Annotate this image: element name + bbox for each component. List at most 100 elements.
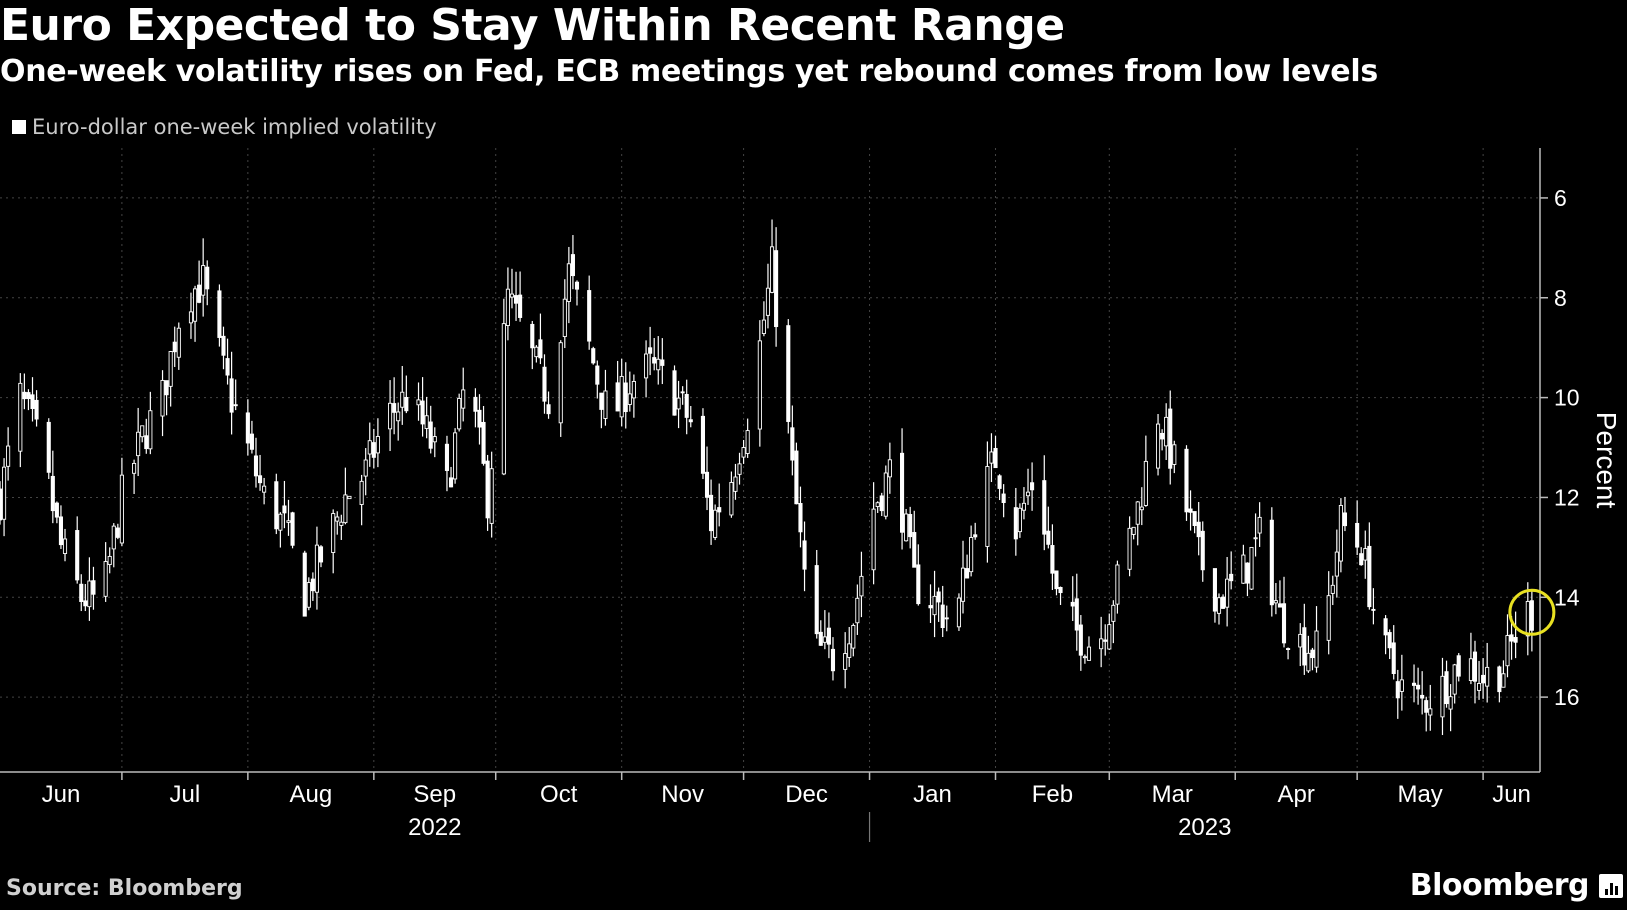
candle-body xyxy=(217,290,222,338)
candle-body xyxy=(965,568,970,579)
candle-body xyxy=(1107,624,1112,650)
candle-body xyxy=(1200,530,1205,571)
candle-body xyxy=(814,565,819,635)
candle-body xyxy=(1420,694,1425,699)
candle-body xyxy=(1277,603,1282,608)
candle-body xyxy=(1070,601,1075,607)
candle-body xyxy=(453,432,458,480)
candle-body xyxy=(444,443,450,471)
candle-body xyxy=(18,382,23,452)
candle-body xyxy=(1440,675,1445,718)
candle-body xyxy=(119,474,124,544)
candle-body xyxy=(1135,501,1140,525)
candle-body xyxy=(367,440,372,455)
candle-body xyxy=(700,415,706,474)
candle-body xyxy=(855,597,860,624)
candle-body xyxy=(1229,573,1234,582)
candle-body xyxy=(709,494,714,532)
candle-body xyxy=(371,442,376,458)
candle-body xyxy=(1058,586,1063,594)
candle-body xyxy=(448,477,454,488)
candle-body xyxy=(392,403,397,413)
candle-body xyxy=(115,527,120,538)
candle-body xyxy=(75,530,80,581)
candle-body xyxy=(741,447,746,458)
candle-body xyxy=(2,466,7,520)
candle-body xyxy=(1424,700,1429,713)
candle-body xyxy=(1253,537,1258,540)
candle-body xyxy=(192,288,198,322)
y-tick-label: 16 xyxy=(1554,684,1580,710)
candle-body xyxy=(1212,568,1217,612)
candle-body xyxy=(54,502,59,518)
candle-body xyxy=(1111,604,1116,622)
candle-body xyxy=(1342,512,1348,527)
candle-body xyxy=(993,448,998,469)
candle-body xyxy=(136,431,141,457)
candle-body xyxy=(904,513,909,542)
candle-body xyxy=(717,507,722,513)
candle-body xyxy=(1387,632,1392,649)
y-tick-label: 12 xyxy=(1554,484,1580,510)
candle-body xyxy=(1391,642,1396,675)
candle-body xyxy=(1155,423,1161,469)
candle-body xyxy=(1513,637,1518,643)
candle-body xyxy=(912,532,917,568)
candle-body xyxy=(973,534,978,538)
candle-body xyxy=(58,516,63,546)
candle-body xyxy=(302,552,307,617)
y-axis-title: Percent xyxy=(1591,412,1622,509)
source-note: Source: Bloomberg xyxy=(6,876,243,901)
candle-body xyxy=(1046,530,1051,545)
candle-body xyxy=(656,358,661,371)
candle-body xyxy=(229,378,234,413)
candle-body xyxy=(1383,618,1388,636)
candle-body xyxy=(676,397,681,410)
candle-body xyxy=(1281,603,1287,644)
candle-body xyxy=(1411,682,1417,686)
candle-body xyxy=(318,546,324,563)
candle-body xyxy=(1216,597,1222,614)
candle-body xyxy=(34,399,39,420)
candle-body xyxy=(688,419,693,423)
candle-body xyxy=(6,445,11,467)
candle-body xyxy=(1160,432,1165,440)
candle-body xyxy=(737,463,742,475)
candle-body xyxy=(388,402,393,430)
candle-body xyxy=(172,341,177,353)
candle-body xyxy=(530,323,535,349)
candle-body xyxy=(1481,674,1486,684)
chart-subtitle: One-week volatility rises on Fed, ECB me… xyxy=(0,54,1378,89)
candle-body xyxy=(599,392,604,410)
x-tick-label: Jul xyxy=(170,781,201,808)
candle-body xyxy=(282,505,287,514)
candle-body xyxy=(794,450,799,505)
candle-body xyxy=(644,353,649,379)
candle-body xyxy=(46,421,51,473)
candle-body xyxy=(879,495,884,512)
candle-body xyxy=(1395,681,1400,699)
candle-body xyxy=(1225,578,1230,608)
candle-body xyxy=(278,513,283,531)
candle-body xyxy=(591,348,596,364)
year-label: 2022 xyxy=(408,814,461,841)
candle-body xyxy=(1334,551,1339,577)
candle-body xyxy=(1025,491,1031,497)
candle-body xyxy=(245,412,250,444)
candle-body xyxy=(798,503,803,533)
candle-body xyxy=(875,502,880,508)
x-tick-label: Aug xyxy=(289,781,332,808)
candle-body xyxy=(509,293,515,298)
brand-logo: Bloomberg xyxy=(1410,868,1623,903)
year-label: 2023 xyxy=(1178,814,1231,841)
candle-body xyxy=(802,540,807,570)
candle-body xyxy=(485,460,490,519)
candle-body xyxy=(956,597,961,628)
candle-body xyxy=(761,319,766,334)
candle-body xyxy=(457,398,462,430)
candle-body xyxy=(1030,482,1035,491)
candle-body xyxy=(286,520,291,523)
y-tick-label: 10 xyxy=(1554,385,1580,411)
chart-title: Euro Expected to Stay Within Recent Rang… xyxy=(0,0,1065,51)
candle-body xyxy=(648,347,653,354)
